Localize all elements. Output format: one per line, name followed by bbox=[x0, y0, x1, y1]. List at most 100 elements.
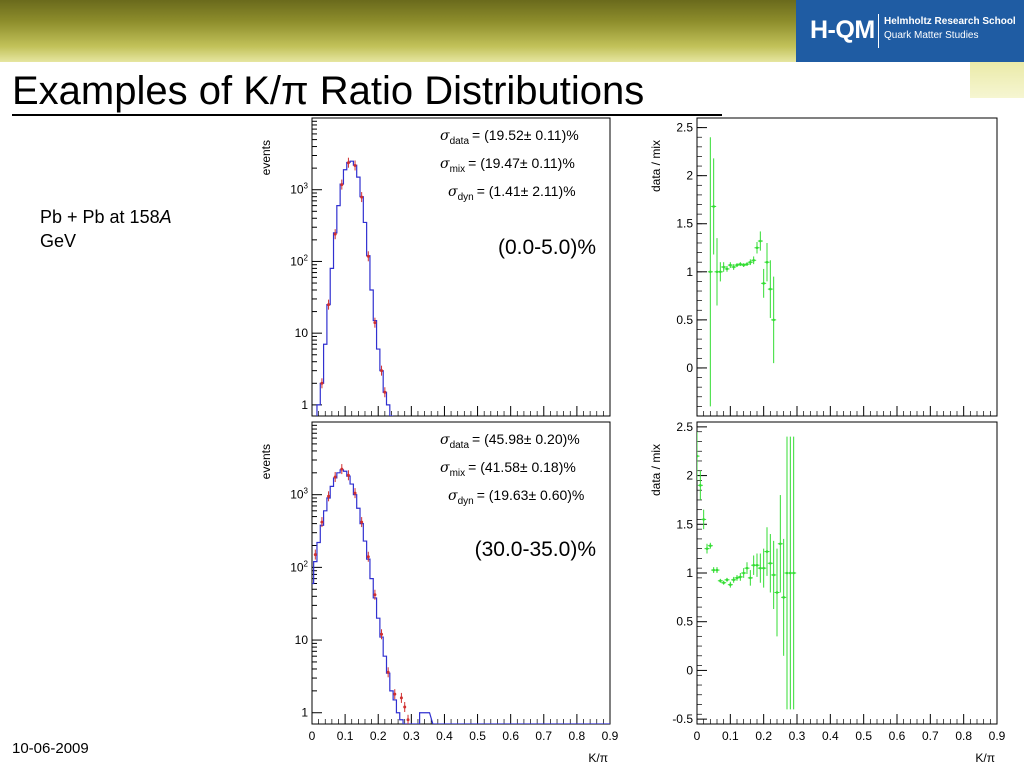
data-point bbox=[399, 696, 403, 700]
x-axis-label: K/π bbox=[588, 751, 608, 765]
data-point bbox=[346, 161, 350, 165]
data-point bbox=[366, 555, 370, 559]
ratio-point bbox=[769, 287, 772, 291]
y-tick-exponent: 3 bbox=[304, 182, 309, 191]
x-tick-label: 0.4 bbox=[436, 729, 453, 743]
data-point bbox=[380, 369, 384, 373]
data-point bbox=[340, 467, 344, 471]
data-point bbox=[327, 494, 331, 498]
y-tick-label: 102 bbox=[290, 559, 308, 574]
x-tick-label: 0.5 bbox=[855, 729, 872, 743]
ratio-point bbox=[735, 263, 739, 267]
sigma-symbol: σ bbox=[448, 184, 458, 200]
logo-mark: H-QM bbox=[810, 16, 875, 44]
ratio-point bbox=[749, 576, 752, 580]
ratio-point bbox=[765, 550, 769, 553]
centrality-label: (0.0-5.0)% bbox=[498, 236, 596, 259]
ratio-point bbox=[755, 246, 759, 250]
data-point bbox=[380, 632, 384, 636]
ratio-point bbox=[779, 542, 782, 546]
ratio-point bbox=[752, 563, 755, 567]
ratio-point bbox=[759, 239, 762, 243]
ratio-point bbox=[752, 258, 755, 262]
ratio-point bbox=[719, 270, 722, 274]
ratio-point bbox=[725, 578, 729, 582]
x-tick-label: 0.3 bbox=[789, 729, 806, 743]
data-point bbox=[353, 163, 357, 167]
sigma-symbol: σ bbox=[440, 432, 450, 448]
sigma-value: = (41.58± 0.18)% bbox=[468, 459, 576, 475]
y-tick-label: 10 bbox=[295, 633, 309, 647]
data-point bbox=[333, 475, 337, 479]
ratio-point bbox=[697, 454, 699, 458]
data-point bbox=[386, 670, 390, 674]
data-point bbox=[406, 718, 410, 722]
ratio-point bbox=[715, 270, 719, 274]
x-tick-label: 0.2 bbox=[755, 729, 772, 743]
sigma-annotation: σdata = (45.98± 0.20)% bbox=[440, 431, 580, 451]
sigma-subscript: dyn bbox=[458, 192, 474, 203]
ratio-point bbox=[739, 262, 742, 266]
slide-title: Examples of K/π Ratio Distributions bbox=[12, 69, 645, 113]
data-point bbox=[320, 520, 324, 524]
plot-frame bbox=[311, 421, 611, 725]
y-tick-exponent: 3 bbox=[304, 487, 309, 496]
ratio-point bbox=[702, 518, 705, 521]
sigma-annotation: σmix = (19.47± 0.11)% bbox=[440, 155, 575, 175]
x-tick-label: 0.9 bbox=[989, 729, 1006, 743]
data-point bbox=[313, 553, 317, 557]
ratio-point bbox=[785, 571, 789, 575]
x-tick-label: 0.1 bbox=[337, 729, 354, 743]
y-axis-label: data / mix bbox=[649, 140, 663, 192]
plot-frame bbox=[311, 117, 611, 417]
ratio-point bbox=[709, 544, 712, 548]
ratio-point bbox=[739, 575, 742, 579]
series-group bbox=[312, 464, 610, 724]
ratio-point bbox=[772, 573, 775, 577]
x-tick-label: 0.3 bbox=[403, 729, 420, 743]
header-gradient-bar bbox=[0, 0, 796, 62]
ratio-point bbox=[709, 270, 712, 274]
ratio-point bbox=[732, 265, 735, 269]
y-tick-label: 1 bbox=[301, 706, 308, 720]
sigma-subscript: mix bbox=[450, 468, 466, 479]
y-tick-exponent: 2 bbox=[304, 559, 309, 568]
data-point bbox=[403, 705, 407, 709]
panel-bottom-left: events 1 10 102 103 0 0.1 0.2 0.3 0.4 0.5 0.6 0.7 0.8… bbox=[259, 421, 619, 765]
y-tick-label: 1 bbox=[686, 265, 693, 279]
data-point bbox=[333, 232, 337, 236]
ratio-point bbox=[742, 263, 745, 267]
ratio-point bbox=[725, 267, 729, 271]
data-point bbox=[320, 381, 324, 385]
x-tick-label: 0 bbox=[309, 729, 316, 743]
logo-school-subtitle: Quark Matter Studies bbox=[884, 30, 979, 41]
y-tick-label: 0 bbox=[686, 361, 693, 375]
series-group bbox=[316, 157, 394, 416]
panel-top-right: data / mix 0 0.5 1 1.5 2 2.5 bbox=[649, 117, 998, 417]
x-tick-label: 0.7 bbox=[535, 729, 552, 743]
y-tick-label: 103 bbox=[290, 182, 308, 197]
ratio-point bbox=[732, 578, 735, 582]
ratio-point bbox=[729, 583, 732, 586]
ratio-point bbox=[749, 260, 752, 264]
subtitle-unit: GeV bbox=[40, 231, 77, 251]
data-point bbox=[353, 491, 357, 495]
subtitle-main: Pb + Pb at 158 bbox=[40, 207, 160, 227]
x-tick-label: 0.4 bbox=[822, 729, 839, 743]
data-point bbox=[327, 303, 331, 307]
collision-system-label: Pb + Pb at 158A GeV bbox=[40, 205, 240, 253]
y-tick-label: 0 bbox=[686, 663, 693, 677]
sigma-symbol: σ bbox=[440, 156, 450, 172]
series-group bbox=[697, 431, 797, 710]
ratio-point bbox=[762, 566, 765, 570]
ratio-point bbox=[745, 566, 749, 570]
ratio-point bbox=[712, 568, 715, 572]
ratio-point bbox=[762, 282, 765, 285]
logo-separator bbox=[878, 14, 879, 48]
sigma-subscript: data bbox=[450, 440, 470, 451]
ratio-point bbox=[772, 318, 775, 322]
corner-decoration bbox=[970, 62, 1024, 98]
ratio-point bbox=[729, 263, 732, 267]
ratio-point bbox=[745, 262, 749, 266]
